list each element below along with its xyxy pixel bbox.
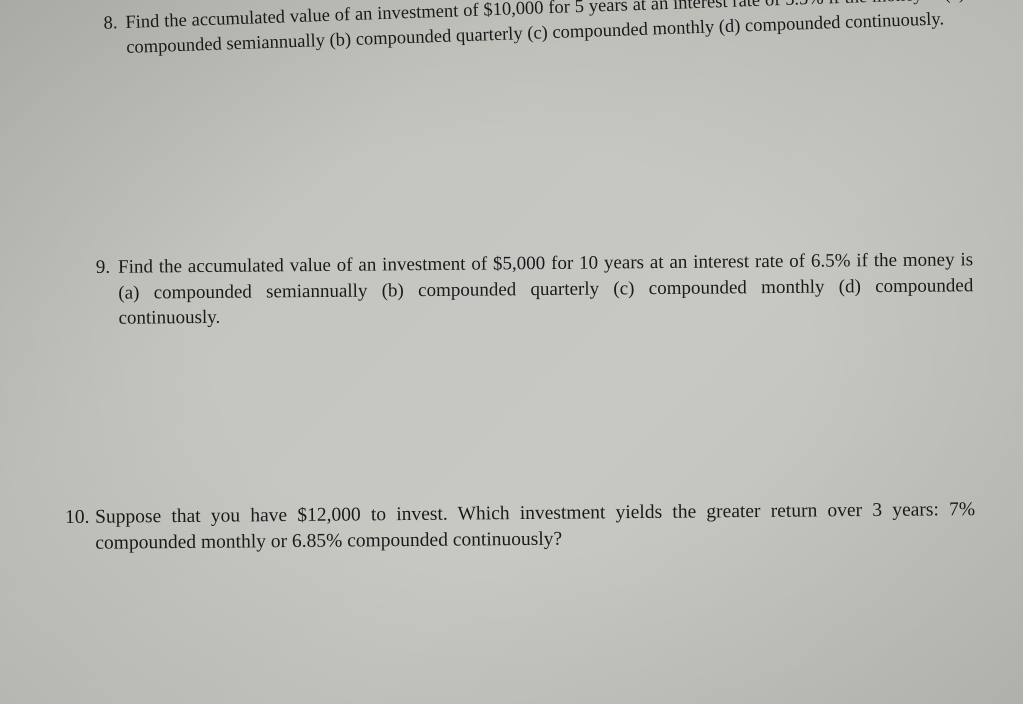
problem-8: 8. Find the accumulated value of an inve… <box>95 0 966 62</box>
worksheet-page: 8. Find the accumulated value of an inve… <box>0 0 1023 704</box>
problem-10: 10. Suppose that you have $12,000 to inv… <box>65 497 975 558</box>
page-vignette <box>0 0 1023 704</box>
problem-10-text: Suppose that you have $12,000 to invest.… <box>95 497 975 557</box>
problem-9-number: 9. <box>88 255 118 281</box>
problem-8-text: Find the accumulated value of an investm… <box>125 0 966 61</box>
problem-8-number: 8. <box>95 11 126 37</box>
problem-10-number: 10. <box>65 505 95 532</box>
problem-9: 9. Find the accumulated value of an inve… <box>88 247 974 332</box>
problem-9-text: Find the accumulated value of an investm… <box>118 247 974 331</box>
